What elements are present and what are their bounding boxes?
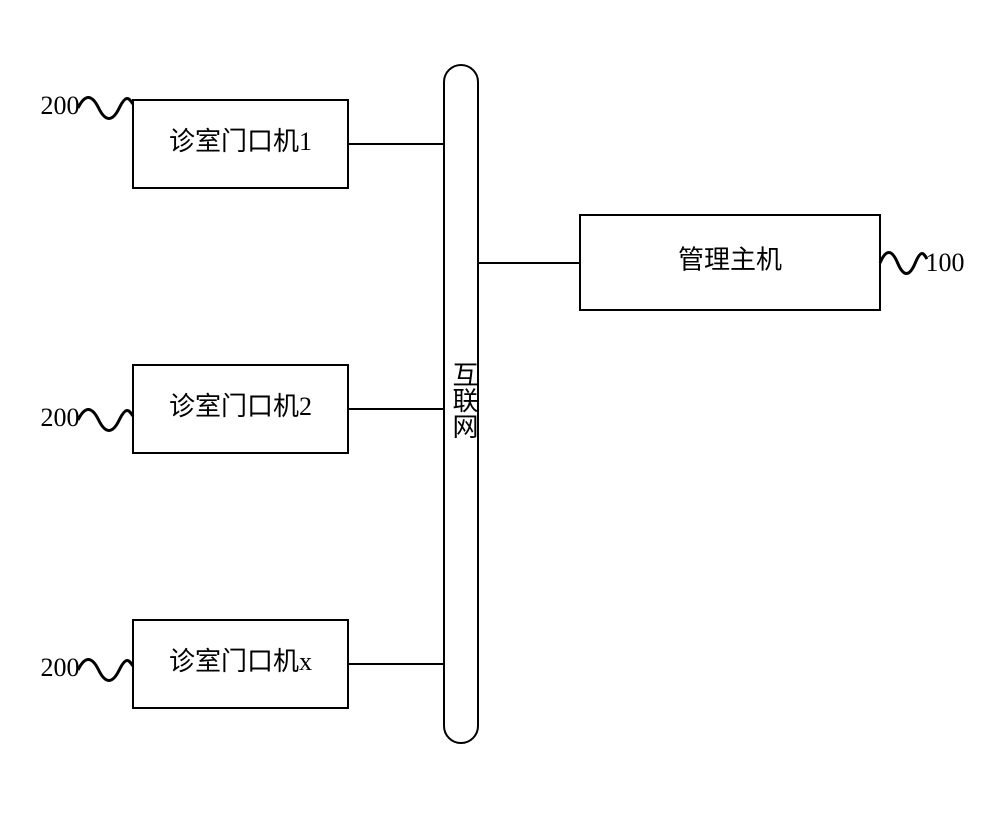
ref-leader-right	[880, 253, 927, 274]
diagram-canvas: 互联网 诊室门口机1 200 诊室门口机2 200 诊室门口机x 200 管理主机 100	[0, 0, 1000, 822]
ref-leader-left-1	[78, 98, 133, 119]
ref-number-left-1: 200	[41, 91, 80, 120]
ref-number-left-2: 200	[41, 403, 80, 432]
clinic-door-unit-label-2: 诊室门口机2	[169, 392, 312, 421]
clinic-door-unit-label-1: 诊室门口机1	[169, 127, 312, 156]
ref-leader-left-3	[78, 660, 133, 681]
ref-leader-left-2	[78, 410, 133, 431]
internet-bus-label: 互联网	[449, 361, 478, 439]
management-host-label: 管理主机	[678, 245, 782, 274]
ref-number-right: 100	[926, 248, 965, 277]
clinic-door-unit-label-3: 诊室门口机x	[169, 647, 312, 676]
ref-number-left-3: 200	[41, 653, 80, 682]
